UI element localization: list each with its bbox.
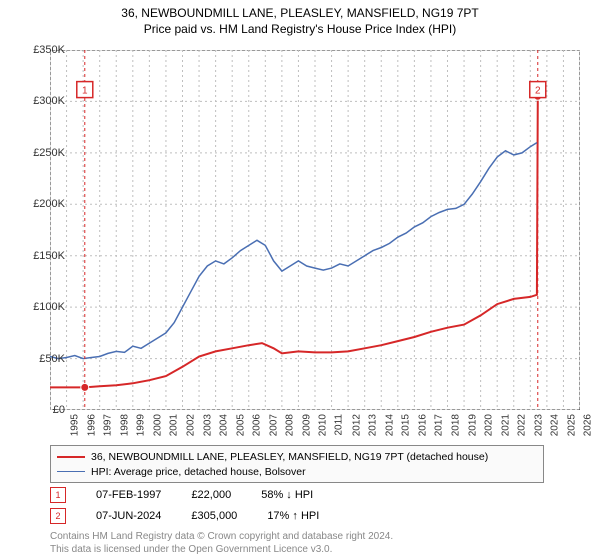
x-tick-label: 2006 [251,414,262,436]
x-tick-label: 2015 [401,414,412,436]
x-tick-label: 2003 [202,414,213,436]
x-tick-label: 2002 [185,414,196,436]
y-tick-label: £0 [53,404,65,416]
x-tick-label: 2001 [169,414,180,436]
x-tick-label: 2026 [583,414,594,436]
marker-delta-1: 58% ↓ HPI [261,489,313,501]
legend-swatch-property [57,456,85,458]
x-tick-label: 2021 [500,414,511,436]
x-tick-label: 1996 [86,414,97,436]
marker-date-2: 07-JUN-2024 [96,510,161,522]
legend-label-property: 36, NEWBOUNDMILL LANE, PLEASLEY, MANSFIE… [91,451,488,463]
x-tick-label: 2014 [384,414,395,436]
legend-row-property: 36, NEWBOUNDMILL LANE, PLEASLEY, MANSFIE… [57,449,537,464]
marker-badge-2: 2 [50,508,66,524]
x-tick-label: 2010 [318,414,329,436]
x-tick-label: 2013 [367,414,378,436]
x-tick-label: 2011 [334,414,345,436]
svg-text:1: 1 [82,86,88,97]
y-tick-label: £350K [33,44,65,56]
marker-badge-1: 1 [50,487,66,503]
x-tick-label: 2020 [483,414,494,436]
x-tick-label: 1999 [136,414,147,436]
legend-row-hpi: HPI: Average price, detached house, Bols… [57,464,537,479]
y-tick-label: £300K [33,95,65,107]
footer-line-1: Contains HM Land Registry data © Crown c… [50,531,393,544]
x-tick-label: 1997 [102,414,113,436]
x-tick-label: 2007 [268,414,279,436]
x-tick-label: 2016 [417,414,428,436]
y-tick-label: £200K [33,198,65,210]
chart-subtitle: Price paid vs. HM Land Registry's House … [0,20,600,36]
x-tick-label: 2004 [218,414,229,436]
x-tick-label: 2008 [285,414,296,436]
footer-line-2: This data is licensed under the Open Gov… [50,544,393,557]
marker-delta-2: 17% ↑ HPI [267,510,319,522]
x-tick-label: 2024 [550,414,561,436]
chart-svg: 12 [50,50,580,410]
x-tick-label: 2022 [516,414,527,436]
y-tick-label: £150K [33,250,65,262]
x-tick-label: 2023 [533,414,544,436]
marker-price-2: £305,000 [191,510,237,522]
marker-price-1: £22,000 [191,489,231,501]
marker-detail-2: 2 07-JUN-2024 £305,000 17% ↑ HPI [50,508,319,524]
x-tick-label: 2025 [566,414,577,436]
legend-swatch-hpi [57,471,85,472]
x-tick-label: 2017 [434,414,445,436]
y-tick-label: £250K [33,147,65,159]
svg-text:2: 2 [535,86,541,97]
chart-title-address: 36, NEWBOUNDMILL LANE, PLEASLEY, MANSFIE… [0,0,600,20]
x-tick-label: 2005 [235,414,246,436]
marker-detail-1: 1 07-FEB-1997 £22,000 58% ↓ HPI [50,487,313,503]
y-tick-label: £50K [39,353,65,365]
chart-container: 36, NEWBOUNDMILL LANE, PLEASLEY, MANSFIE… [0,0,600,560]
footer-attribution: Contains HM Land Registry data © Crown c… [50,531,393,556]
y-tick-label: £100K [33,301,65,313]
x-tick-label: 2000 [152,414,163,436]
x-tick-label: 1995 [69,414,80,436]
x-tick-label: 1998 [119,414,130,436]
x-tick-label: 2018 [450,414,461,436]
x-tick-label: 2012 [351,414,362,436]
chart-plot-area: 12 [50,50,580,410]
x-tick-label: 2019 [467,414,478,436]
legend: 36, NEWBOUNDMILL LANE, PLEASLEY, MANSFIE… [50,445,544,483]
marker-date-1: 07-FEB-1997 [96,489,161,501]
x-tick-label: 2009 [301,414,312,436]
legend-label-hpi: HPI: Average price, detached house, Bols… [91,466,306,478]
